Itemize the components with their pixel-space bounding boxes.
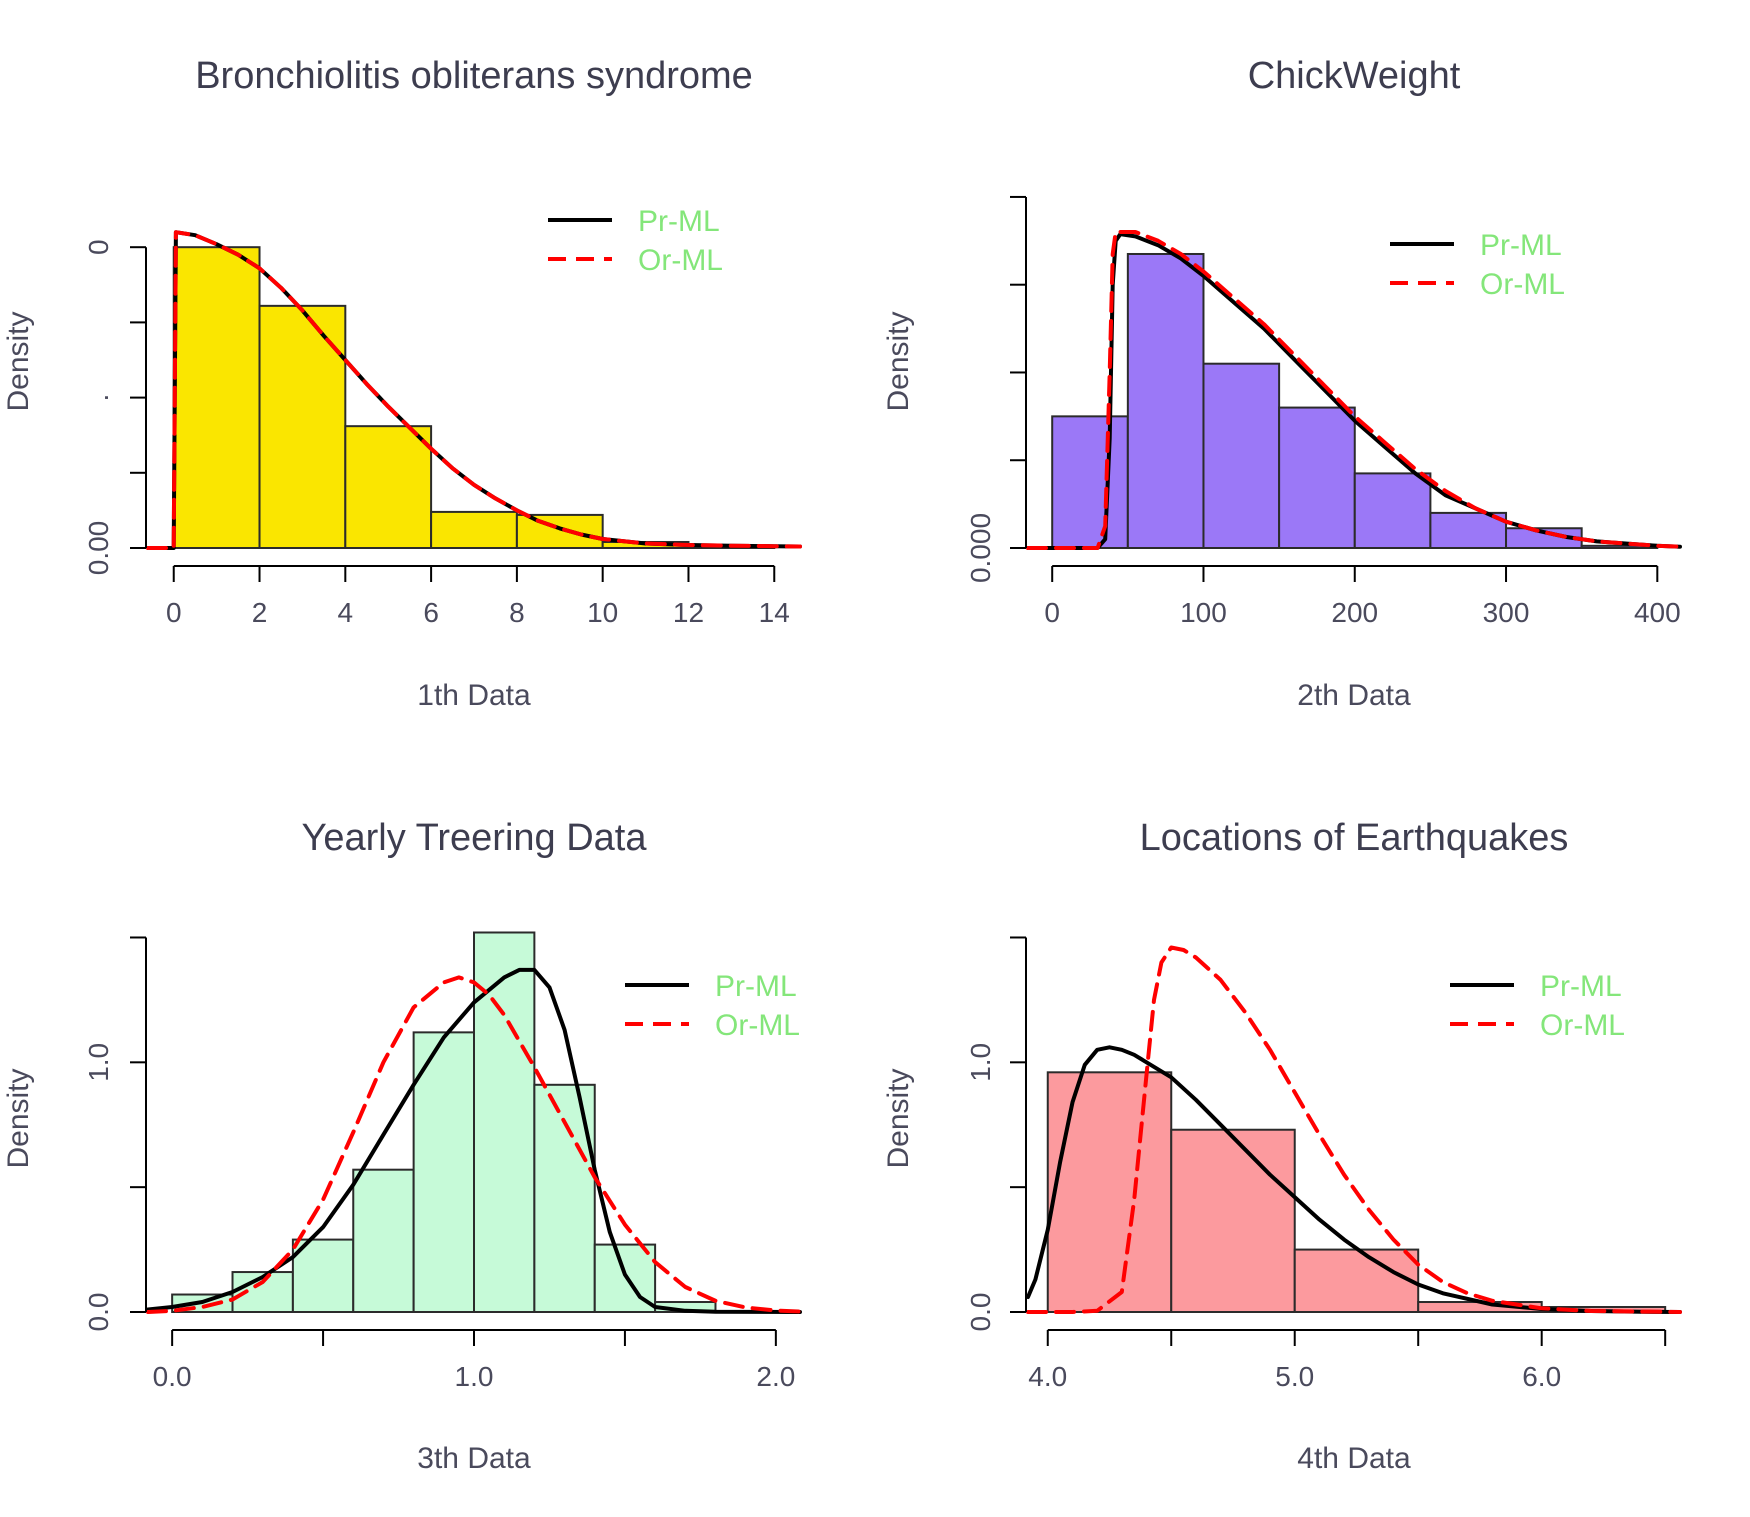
- y-tick-label: 0.000: [965, 513, 996, 583]
- legend-label-or-ml: Or-ML: [1540, 1009, 1625, 1042]
- legend: Pr-ML Or-ML: [625, 970, 800, 1042]
- chart-panel-2: ChickWeight 0.000 0 100 200 300 400 2th Data Den…: [882, 55, 1682, 712]
- chart-panel-4: Locations of Earthquakes 0.0 1.0 4.0 5.0 6.0 4…: [882, 817, 1682, 1475]
- legend-label-pr-ml: Pr-ML: [1480, 229, 1562, 262]
- y-tick-label: 0.0: [965, 1293, 996, 1332]
- x-tick-label: 0.0: [153, 1361, 192, 1392]
- y-tick-label: 0: [83, 239, 114, 255]
- histogram-bar: [1278, 406, 1356, 549]
- x-tick-label: 12: [673, 597, 704, 628]
- x-tick-label: 4.0: [1028, 1361, 1067, 1392]
- histogram-bar: [1293, 1248, 1420, 1314]
- y-tick-label: 0.0: [83, 1293, 114, 1332]
- histogram-bar: [352, 1168, 415, 1313]
- y-axis-label: Density: [882, 1068, 915, 1168]
- y-tick-label: 0.00: [83, 521, 114, 576]
- series-line-pr-ml: [1026, 1045, 1682, 1314]
- histogram-bar: [1046, 1071, 1173, 1314]
- x-axis-label: 3th Data: [417, 1442, 531, 1475]
- y-axis-label: Density: [2, 1068, 35, 1168]
- x-axis-label: 4th Data: [1297, 1442, 1411, 1475]
- chart-title: Bronchiolitis obliterans syndrome: [195, 55, 753, 97]
- y-axis-label: Density: [882, 311, 915, 411]
- x-tick-label: 400: [1634, 597, 1681, 628]
- legend-label-pr-ml: Pr-ML: [715, 970, 797, 1003]
- x-tick-label: 6: [423, 597, 439, 628]
- histogram-bar: [430, 510, 518, 550]
- x-tick-label: 0: [1044, 597, 1060, 628]
- histogram-bar: [1429, 511, 1508, 549]
- x-tick-label: 1.0: [455, 1361, 494, 1392]
- x-tick-label: 10: [587, 597, 618, 628]
- series-line-or-ml: [146, 230, 802, 550]
- chart-title: Locations of Earthquakes: [1140, 817, 1569, 859]
- histogram-bar: [1202, 362, 1281, 549]
- series-line-or-ml: [146, 975, 802, 1314]
- x-axis-label: 1th Data: [417, 679, 531, 712]
- legend-label-or-ml: Or-ML: [715, 1009, 800, 1042]
- histogram-bar: [1353, 472, 1432, 549]
- y-tick-label: 1.0: [83, 1043, 114, 1082]
- histogram-bar: [258, 304, 347, 549]
- chart-panel-3: Yearly Treering Data 0.0 1.0 0.0 1.0 2.0 3th D…: [2, 817, 802, 1475]
- y-tick-label: .: [83, 394, 114, 402]
- histogram-bar: [1170, 1128, 1296, 1313]
- y-axis-label: Density: [2, 311, 35, 411]
- y-tick-label: 1.0: [965, 1043, 996, 1082]
- series-line-or-ml: [1026, 945, 1682, 1314]
- x-tick-label: 200: [1331, 597, 1378, 628]
- x-tick-label: 8: [509, 597, 525, 628]
- x-tick-label: 6.0: [1522, 1361, 1561, 1392]
- legend: Pr-ML Or-ML: [548, 205, 723, 277]
- histogram-bar: [291, 1238, 355, 1313]
- x-tick-label: 2: [252, 597, 268, 628]
- x-tick-label: 0: [166, 597, 182, 628]
- x-tick-label: 14: [759, 597, 790, 628]
- x-axis-label: 2th Data: [1297, 679, 1411, 712]
- x-tick-label: 5.0: [1275, 1361, 1314, 1392]
- legend-label-or-ml: Or-ML: [638, 244, 723, 277]
- chart-title: Yearly Treering Data: [301, 817, 647, 859]
- histogram-bar: [515, 513, 604, 550]
- legend-label-pr-ml: Pr-ML: [1540, 970, 1622, 1003]
- histogram-bar: [344, 425, 433, 550]
- legend-label-pr-ml: Pr-ML: [638, 205, 720, 238]
- legend: Pr-ML Or-ML: [1390, 229, 1565, 301]
- x-tick-label: 100: [1180, 597, 1227, 628]
- x-tick-label: 4: [338, 597, 354, 628]
- histogram-bar: [172, 246, 261, 549]
- legend-label-or-ml: Or-ML: [1480, 268, 1565, 301]
- histogram-bar: [1051, 415, 1129, 549]
- series-line-or-ml: [1026, 230, 1682, 550]
- x-tick-label: 300: [1483, 597, 1530, 628]
- histogram-bar: [412, 1031, 476, 1314]
- x-tick-label: 2.0: [756, 1361, 795, 1392]
- histogram-bar: [1126, 252, 1205, 550]
- chart-title: ChickWeight: [1248, 55, 1461, 97]
- chart-panel-1: Bronchiolitis obliterans syndrome0.00.00…: [2, 55, 802, 712]
- legend: Pr-ML Or-ML: [1450, 970, 1625, 1042]
